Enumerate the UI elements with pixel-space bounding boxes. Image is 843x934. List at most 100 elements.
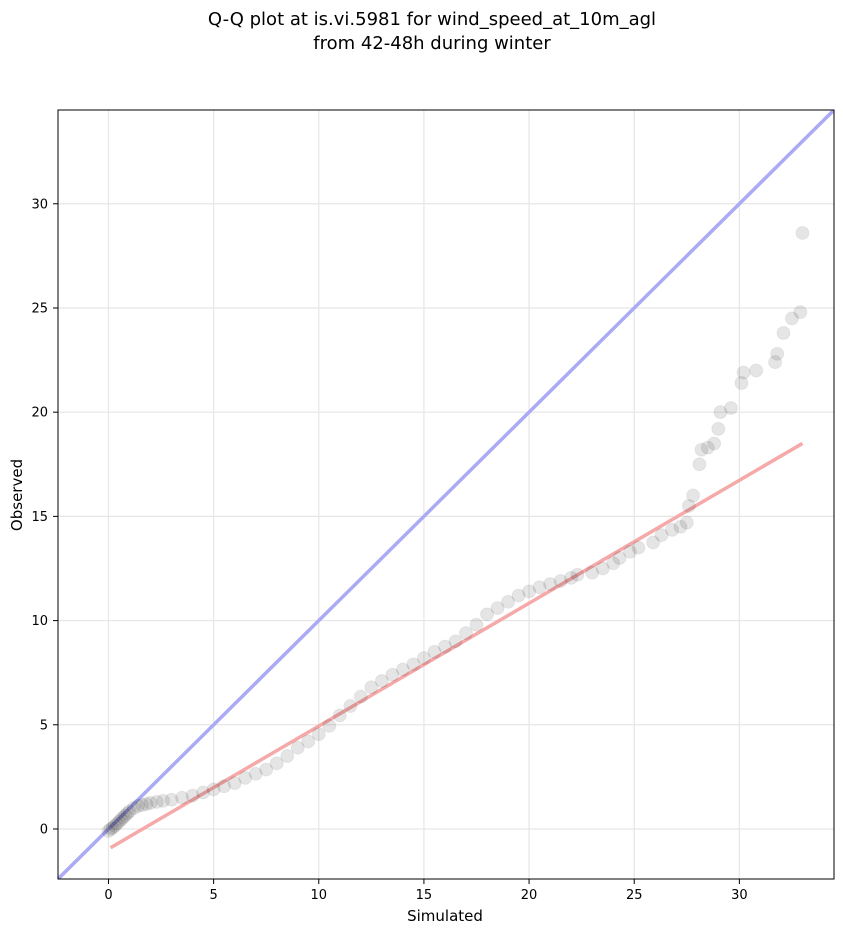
data-point <box>332 708 347 723</box>
data-point <box>570 567 585 582</box>
y-tick-label: 25 <box>31 301 48 316</box>
y-axis-ticks: 0 5 10 15 20 25 30 <box>31 197 58 837</box>
data-point <box>111 814 126 829</box>
x-tick-label: 0 <box>104 888 112 903</box>
data-point <box>631 540 646 555</box>
data-point <box>107 818 122 833</box>
data-point <box>427 644 442 659</box>
data-point <box>654 528 669 543</box>
data-point <box>238 770 253 785</box>
data-point <box>135 798 150 813</box>
plot-frame <box>57 109 835 880</box>
data-point <box>713 405 728 420</box>
data-point <box>149 794 164 809</box>
data-point <box>105 820 120 835</box>
data-point <box>122 804 137 819</box>
data-point <box>623 544 638 559</box>
data-point <box>374 674 389 689</box>
data-point <box>301 734 316 749</box>
data-point <box>585 565 600 580</box>
data-point <box>406 657 421 672</box>
data-point <box>103 821 118 836</box>
data-point <box>175 790 190 805</box>
data-point <box>118 808 133 823</box>
data-point <box>322 718 337 733</box>
reference-lines <box>58 110 834 879</box>
data-point <box>143 795 158 810</box>
data-point <box>248 766 263 781</box>
data-point <box>646 535 661 550</box>
data-point <box>768 355 783 370</box>
x-tick-label: 30 <box>731 888 748 903</box>
data-point <box>606 556 621 571</box>
data-point <box>673 519 688 534</box>
data-point <box>480 607 495 622</box>
data-point <box>612 551 627 566</box>
y-tick-label: 5 <box>40 718 48 733</box>
data-point <box>227 776 242 791</box>
data-point <box>206 782 221 797</box>
scatter-points <box>101 225 810 839</box>
y-tick-label: 15 <box>31 510 48 525</box>
data-point <box>694 442 709 457</box>
y-tick-label: 20 <box>31 406 48 421</box>
data-point <box>776 325 791 340</box>
data-point <box>269 756 284 771</box>
data-point <box>343 699 358 714</box>
data-point <box>770 346 785 361</box>
data-point <box>700 440 715 455</box>
x-tick-label: 10 <box>310 888 327 903</box>
data-point <box>723 401 738 416</box>
data-point <box>126 801 141 816</box>
y-axis-label: Observed <box>8 459 26 531</box>
y-tick-label: 10 <box>31 614 48 629</box>
x-axis-label: Simulated <box>407 907 483 925</box>
data-point <box>290 740 305 755</box>
data-point <box>109 816 124 831</box>
data-point <box>734 376 749 391</box>
data-point <box>686 488 701 503</box>
data-point <box>395 662 410 677</box>
data-point <box>595 561 610 576</box>
y-tick-label: 0 <box>40 822 48 837</box>
data-point <box>416 651 431 666</box>
data-point <box>311 727 326 742</box>
data-point <box>469 617 484 632</box>
data-point <box>114 812 129 827</box>
data-point <box>749 363 764 378</box>
data-point <box>793 305 808 320</box>
grid <box>58 110 834 879</box>
data-point <box>711 421 726 436</box>
x-axis-ticks: 0 5 10 15 20 25 30 <box>104 879 748 903</box>
data-point <box>217 779 232 794</box>
x-tick-label: 15 <box>416 888 433 903</box>
fit-line <box>109 441 804 850</box>
data-point <box>795 225 810 240</box>
data-point <box>139 796 154 811</box>
data-point <box>196 785 211 800</box>
data-point <box>511 588 526 603</box>
data-point <box>156 793 171 808</box>
data-point <box>665 522 680 537</box>
data-point <box>116 810 131 825</box>
x-tick-label: 5 <box>209 888 217 903</box>
data-point <box>185 788 200 803</box>
chart-title-line-1: Q-Q plot at is.vi.5981 for wind_speed_at… <box>208 9 656 30</box>
data-point <box>522 584 537 599</box>
data-point <box>164 792 179 807</box>
data-point <box>101 824 116 839</box>
data-point <box>448 634 463 649</box>
data-point <box>532 580 547 595</box>
data-point <box>564 570 579 585</box>
data-point <box>692 457 707 472</box>
data-point <box>353 689 368 704</box>
data-point <box>784 311 799 326</box>
data-point <box>679 515 694 530</box>
data-point <box>543 577 558 592</box>
x-tick-label: 25 <box>626 888 643 903</box>
data-point <box>458 626 473 641</box>
data-point <box>120 806 135 821</box>
data-point <box>364 680 379 695</box>
data-point <box>490 601 505 616</box>
